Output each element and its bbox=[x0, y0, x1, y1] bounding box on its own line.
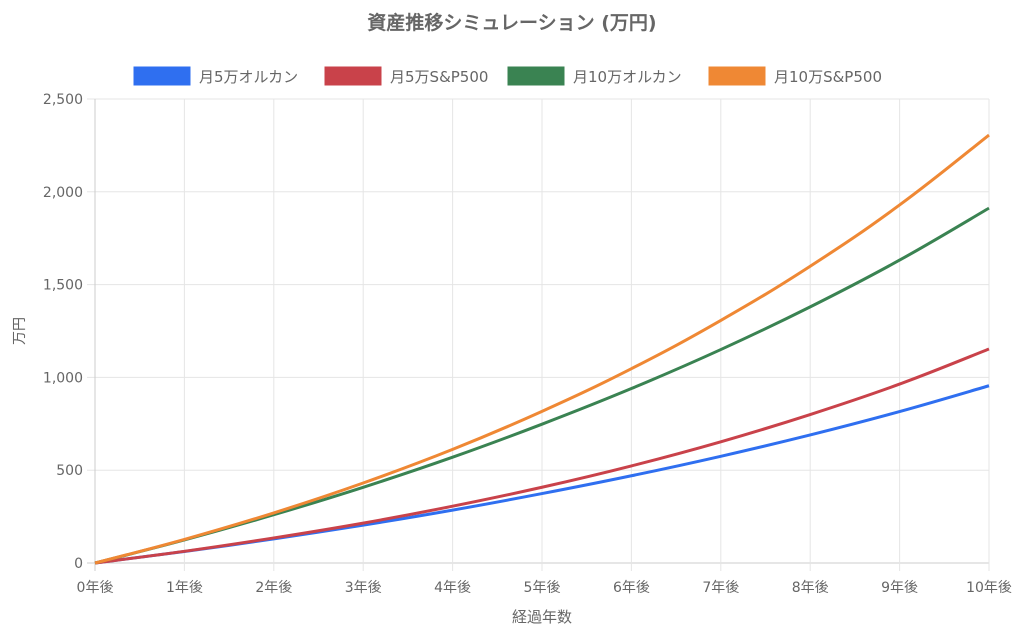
y-tick-label: 0 bbox=[74, 556, 83, 572]
y-tick-label: 1,500 bbox=[43, 278, 83, 294]
x-tick-label: 2年後 bbox=[255, 580, 292, 596]
legend-swatch-1 bbox=[323, 65, 383, 87]
legend-label-1: 月5万S&P500 bbox=[390, 68, 488, 86]
grid bbox=[87, 98, 990, 571]
legend-label-3: 月10万S&P500 bbox=[774, 68, 882, 86]
legend-label-2: 月10万オルカン bbox=[573, 68, 682, 86]
x-tick-label: 0年後 bbox=[77, 580, 114, 596]
x-axis: 0年後 1年後 2年後 3年後 4年後 5年後 6年後 7年後 8年後 9年後 10年後 bbox=[77, 580, 1012, 596]
x-tick-label: 6年後 bbox=[613, 580, 650, 596]
series-line-1 bbox=[94, 347, 990, 565]
x-tick-label: 1年後 bbox=[166, 580, 203, 596]
x-tick-label: 8年後 bbox=[792, 580, 829, 596]
x-tick-label: 10年後 bbox=[966, 580, 1012, 596]
legend: 月5万オルカン 月5万S&P500 月10万オルカン 月10万S&P500 bbox=[132, 65, 882, 87]
chart-title: 資産推移シミュレーション (万円) bbox=[367, 11, 656, 34]
x-tick-label: 7年後 bbox=[702, 580, 739, 596]
series-lines bbox=[94, 133, 990, 565]
y-axis-label: 万円 bbox=[12, 317, 28, 345]
y-tick-label: 2,000 bbox=[43, 185, 83, 201]
x-axis-label: 経過年数 bbox=[512, 608, 572, 626]
legend-label-0: 月5万オルカン bbox=[199, 68, 298, 86]
y-axis: 0 500 1,000 1,500 2,000 2,500 bbox=[43, 92, 83, 572]
legend-swatch-3 bbox=[707, 65, 767, 87]
y-tick-label: 500 bbox=[56, 463, 83, 479]
y-tick-label: 2,500 bbox=[43, 92, 83, 108]
x-tick-label: 4年後 bbox=[434, 580, 471, 596]
legend-swatch-0 bbox=[132, 65, 192, 87]
x-tick-label: 5年後 bbox=[524, 580, 561, 596]
x-tick-label: 9年後 bbox=[881, 580, 918, 596]
y-tick-label: 1,000 bbox=[43, 370, 83, 386]
series-line-3 bbox=[94, 133, 990, 565]
legend-swatch-2 bbox=[506, 65, 566, 87]
x-tick-label: 3年後 bbox=[345, 580, 382, 596]
